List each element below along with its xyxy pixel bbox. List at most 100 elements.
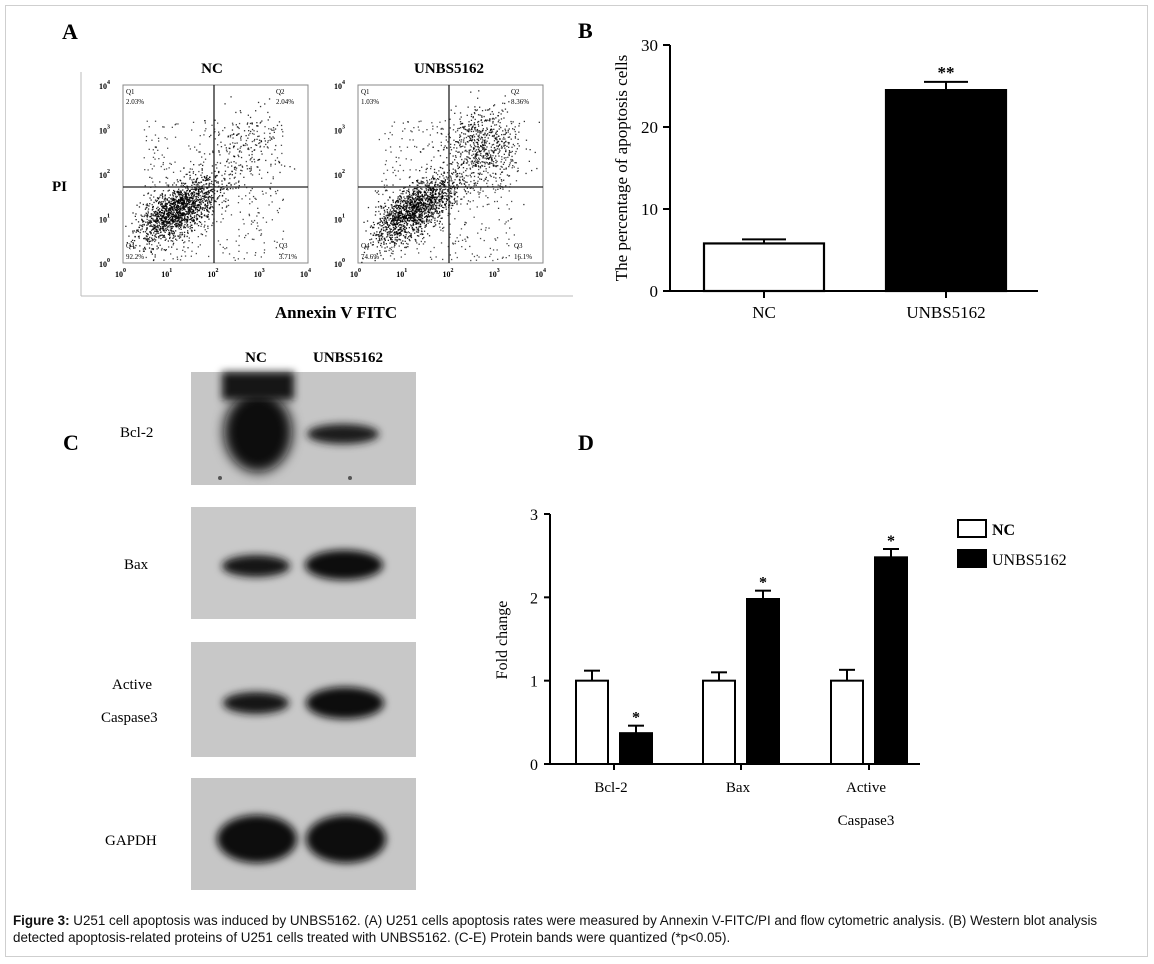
flow-event-dot (185, 210, 187, 212)
flow-event-dot (416, 217, 418, 219)
flow-event-dot (155, 200, 157, 203)
flow-event-dot (181, 239, 184, 241)
flow-event-dot (201, 190, 203, 192)
flow-event-dot (469, 174, 471, 176)
flow-event-dot (165, 209, 168, 211)
flow-event-dot (440, 217, 442, 219)
flow-event-dot (200, 225, 202, 227)
flow-event-dot (455, 150, 457, 152)
flow-event-dot (253, 219, 256, 222)
flow-event-dot (507, 156, 509, 158)
flow-event-dot (481, 116, 483, 118)
flow-event-dot (441, 223, 443, 225)
flow-event-dot (192, 171, 195, 173)
flow-event-dot (170, 227, 173, 229)
flow-event-dot (433, 225, 436, 227)
flow-event-dot (183, 209, 185, 211)
flow-event-dot (390, 213, 393, 215)
flow-event-dot (407, 198, 409, 201)
flow-event-dot (389, 242, 391, 244)
flow-event-dot (414, 145, 416, 148)
flow-event-dot (393, 213, 395, 215)
flow-event-dot (164, 239, 166, 241)
flow-event-dot (236, 134, 238, 136)
flow-event-dot (432, 175, 434, 177)
flow-event-dot (192, 192, 194, 194)
flow-event-dot (171, 203, 174, 205)
flow-event-dot (185, 205, 187, 207)
flow-event-dot (237, 126, 239, 129)
flow-event-dot (171, 203, 173, 205)
flow-event-dot (199, 208, 201, 210)
flow-event-dot (434, 177, 436, 180)
tick-exponent: 3 (342, 125, 345, 131)
flow-event-dot (178, 198, 180, 201)
flow-event-dot (468, 125, 470, 127)
flow-event-dot (270, 195, 272, 197)
flow-event-dot (394, 228, 397, 230)
flow-event-dot (394, 214, 397, 216)
flow-event-dot (396, 219, 398, 221)
flow-event-dot (503, 179, 505, 181)
flow-event-dot (422, 199, 424, 201)
flow-event-dot (377, 222, 379, 224)
flow-event-dot (175, 225, 178, 227)
flow-event-dot (144, 231, 147, 233)
flow-event-dot (183, 191, 185, 193)
flow-event-dot (215, 180, 217, 182)
flow-event-dot (433, 199, 435, 201)
flow-event-dot (148, 238, 150, 240)
flow-event-dot (435, 209, 437, 211)
flow-event-dot (389, 196, 391, 198)
caption-text: U251 cell apoptosis was induced by UNBS5… (13, 913, 1098, 945)
flow-event-dot (179, 224, 182, 226)
flow-event-dot (397, 229, 399, 232)
flow-event-dot (506, 111, 509, 113)
flow-event-dot (418, 208, 421, 210)
flow-event-dot (178, 228, 180, 230)
flow-event-dot (473, 136, 476, 138)
flow-event-dot (176, 256, 178, 258)
flow-event-dot (386, 227, 388, 229)
flow-event-dot (157, 225, 159, 228)
flow-event-dot (189, 228, 191, 230)
flow-event-dot (207, 204, 209, 206)
flow-event-dot (469, 167, 471, 169)
flow-event-dot (433, 171, 436, 173)
q4-value-nc: 92.2% (126, 253, 144, 261)
flow-event-dot (151, 225, 153, 227)
flow-event-dot (419, 199, 421, 201)
flow-event-dot (168, 222, 170, 224)
flow-event-dot (415, 169, 417, 171)
flow-event-dot (153, 152, 156, 154)
flow-event-dot (489, 118, 491, 120)
flow-event-dot (238, 151, 241, 153)
flow-event-dot (177, 200, 179, 203)
flow-event-dot (483, 180, 485, 182)
flow-event-dot (206, 175, 208, 177)
flow-event-dot (426, 185, 428, 187)
flow-event-dot (492, 163, 494, 165)
flow-event-dot (463, 139, 465, 141)
flow-event-dot (421, 181, 423, 183)
flow-event-dot (419, 219, 421, 221)
flow-event-dot (503, 141, 506, 144)
flow-event-dot (424, 207, 426, 209)
flow-event-dot (475, 165, 477, 167)
flow-event-dot (427, 194, 429, 197)
flow-event-dot (457, 163, 459, 165)
flow-event-dot (463, 196, 465, 198)
flow-event-dot (201, 195, 203, 197)
flow-event-dot (238, 155, 240, 158)
flow-event-dot (473, 172, 475, 174)
flow-event-dot (410, 130, 412, 132)
flow-event-dot (496, 142, 499, 144)
flow-event-dot (418, 235, 420, 237)
flow-event-dot (251, 220, 253, 222)
flow-event-dot (383, 213, 385, 215)
flow-event-dot (404, 237, 407, 239)
flow-event-dot (514, 126, 516, 128)
flow-event-dot (431, 205, 433, 207)
flow-event-dot (412, 228, 414, 230)
flow-event-dot (427, 185, 429, 187)
